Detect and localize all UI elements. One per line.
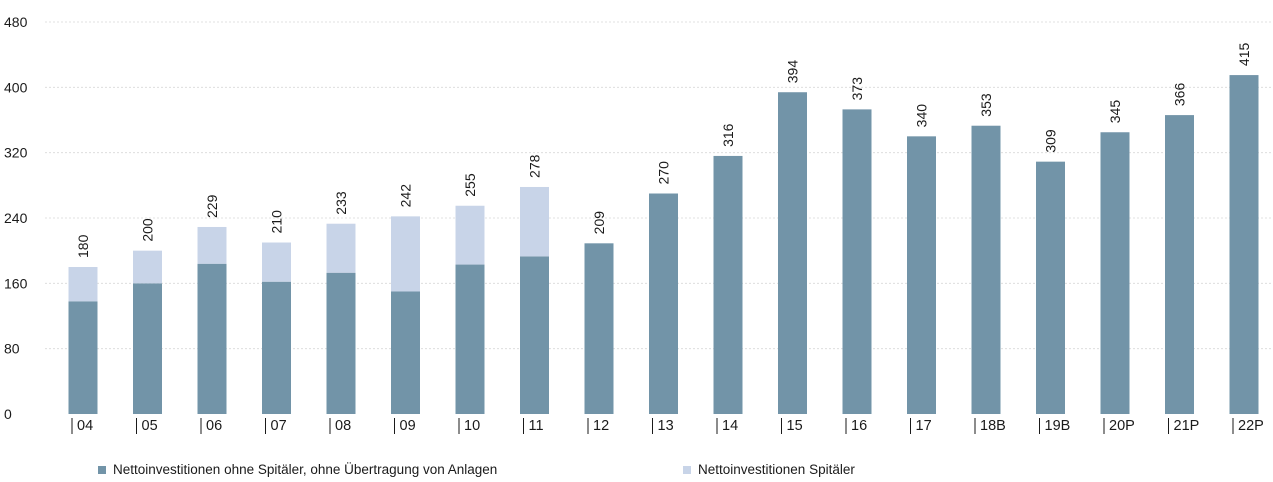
data-label: 345 [1107, 100, 1123, 124]
data-label: 316 [720, 123, 736, 147]
bar-series-0 [778, 92, 807, 414]
data-label: 278 [527, 154, 543, 178]
legend-label-series-1: Nettoinvestitionen Spitäler [698, 462, 855, 477]
bar-series-0 [713, 155, 743, 414]
data-label: 366 [1172, 83, 1188, 107]
data-label: 373 [849, 77, 865, 101]
y-tick-label: 0 [4, 406, 12, 422]
bar-series-0 [1229, 75, 1259, 414]
bar-series-0 [391, 291, 420, 414]
data-label: 209 [591, 211, 607, 235]
y-tick-label: 160 [4, 275, 28, 291]
x-tick-label: 05 [142, 418, 158, 434]
legend-swatch-series-1 [683, 465, 691, 474]
bar-series-1 [455, 205, 485, 265]
bar-series-0 [1100, 132, 1130, 414]
bar-series-1 [326, 223, 356, 273]
x-tick-label: 04 [77, 418, 93, 434]
data-label: 353 [978, 93, 994, 117]
bar-series-0 [68, 301, 98, 414]
y-tick-label: 320 [4, 145, 28, 161]
data-label: 255 [462, 173, 478, 197]
bar-series-1 [68, 267, 98, 302]
bar-series-0 [971, 125, 1001, 414]
bar-series-0 [1165, 115, 1194, 414]
gridlines [45, 21, 1273, 350]
x-tick-label: 15 [787, 418, 803, 434]
data-label: 180 [75, 234, 91, 258]
y-tick-label: 400 [4, 79, 28, 95]
x-tick-label: 14 [722, 418, 738, 434]
x-axis-ticks: 04 05 06 07 08 09 10 11 12 13 14 15 16 17 18B 19B 20P 21P… [71, 418, 1264, 434]
data-label: 394 [785, 60, 801, 84]
x-tick-label: 16 [851, 418, 867, 434]
data-label: 340 [914, 104, 930, 128]
x-tick-label: 08 [335, 418, 351, 434]
x-tick-label: 10 [464, 418, 480, 434]
bar-series-1 [133, 250, 162, 284]
x-tick-label: 06 [206, 418, 222, 434]
bar-series-0 [842, 109, 872, 414]
y-tick-label: 80 [4, 341, 20, 357]
data-label: 210 [269, 210, 285, 234]
x-tick-label: 18B [980, 418, 1006, 434]
bar-series-0 [907, 136, 936, 415]
data-label: 242 [398, 184, 414, 208]
data-label: 233 [333, 191, 349, 215]
bar-series-1 [391, 216, 420, 292]
data-label: 270 [656, 161, 672, 185]
x-tick-label: 13 [658, 418, 674, 434]
bar-series-0 [455, 264, 485, 414]
x-tick-label: 21P [1174, 418, 1200, 434]
legend-item-series-1: Nettoinvestitionen Spitäler [683, 462, 855, 477]
data-label: 415 [1236, 43, 1252, 67]
x-tick-label: 09 [400, 418, 416, 434]
x-tick-label: 19B [1045, 418, 1071, 434]
legend-item-series-0: Nettoinvestitionen ohne Spitäler, ohne Ü… [98, 462, 497, 477]
bar-series-0 [649, 193, 678, 414]
bar-series-1 [197, 226, 227, 264]
y-axis-ticks: 0 80 160 240 320 400 480 [4, 14, 28, 422]
x-tick-label: 20P [1109, 418, 1135, 434]
bars [68, 75, 1259, 415]
bar-series-1 [262, 242, 291, 282]
bar-series-0 [520, 256, 549, 414]
data-label: 200 [140, 218, 156, 242]
data-labels: 180 200 229 210 233 242 255 278 209 270 316 394 373 3… [75, 43, 1252, 258]
x-tick-label: 11 [529, 418, 544, 434]
bar-series-0 [133, 283, 162, 414]
legend-label-series-0: Nettoinvestitionen ohne Spitäler, ohne Ü… [113, 462, 498, 477]
data-label: 309 [1043, 129, 1059, 153]
data-label: 229 [204, 194, 220, 218]
y-tick-label: 480 [4, 14, 28, 30]
x-tick-label: 12 [593, 418, 609, 434]
x-tick-label: 22P [1238, 418, 1264, 434]
x-tick-label: 07 [271, 418, 287, 434]
y-tick-label: 240 [4, 210, 28, 226]
x-tick-label: 17 [916, 418, 932, 434]
legend-swatch-series-0 [98, 465, 106, 474]
bar-series-0 [1036, 161, 1065, 414]
bar-series-0 [262, 281, 291, 414]
bar-series-0 [326, 272, 356, 414]
bar-series-0 [197, 263, 227, 414]
bar-series-1 [520, 186, 549, 257]
bar-series-0 [584, 243, 614, 414]
